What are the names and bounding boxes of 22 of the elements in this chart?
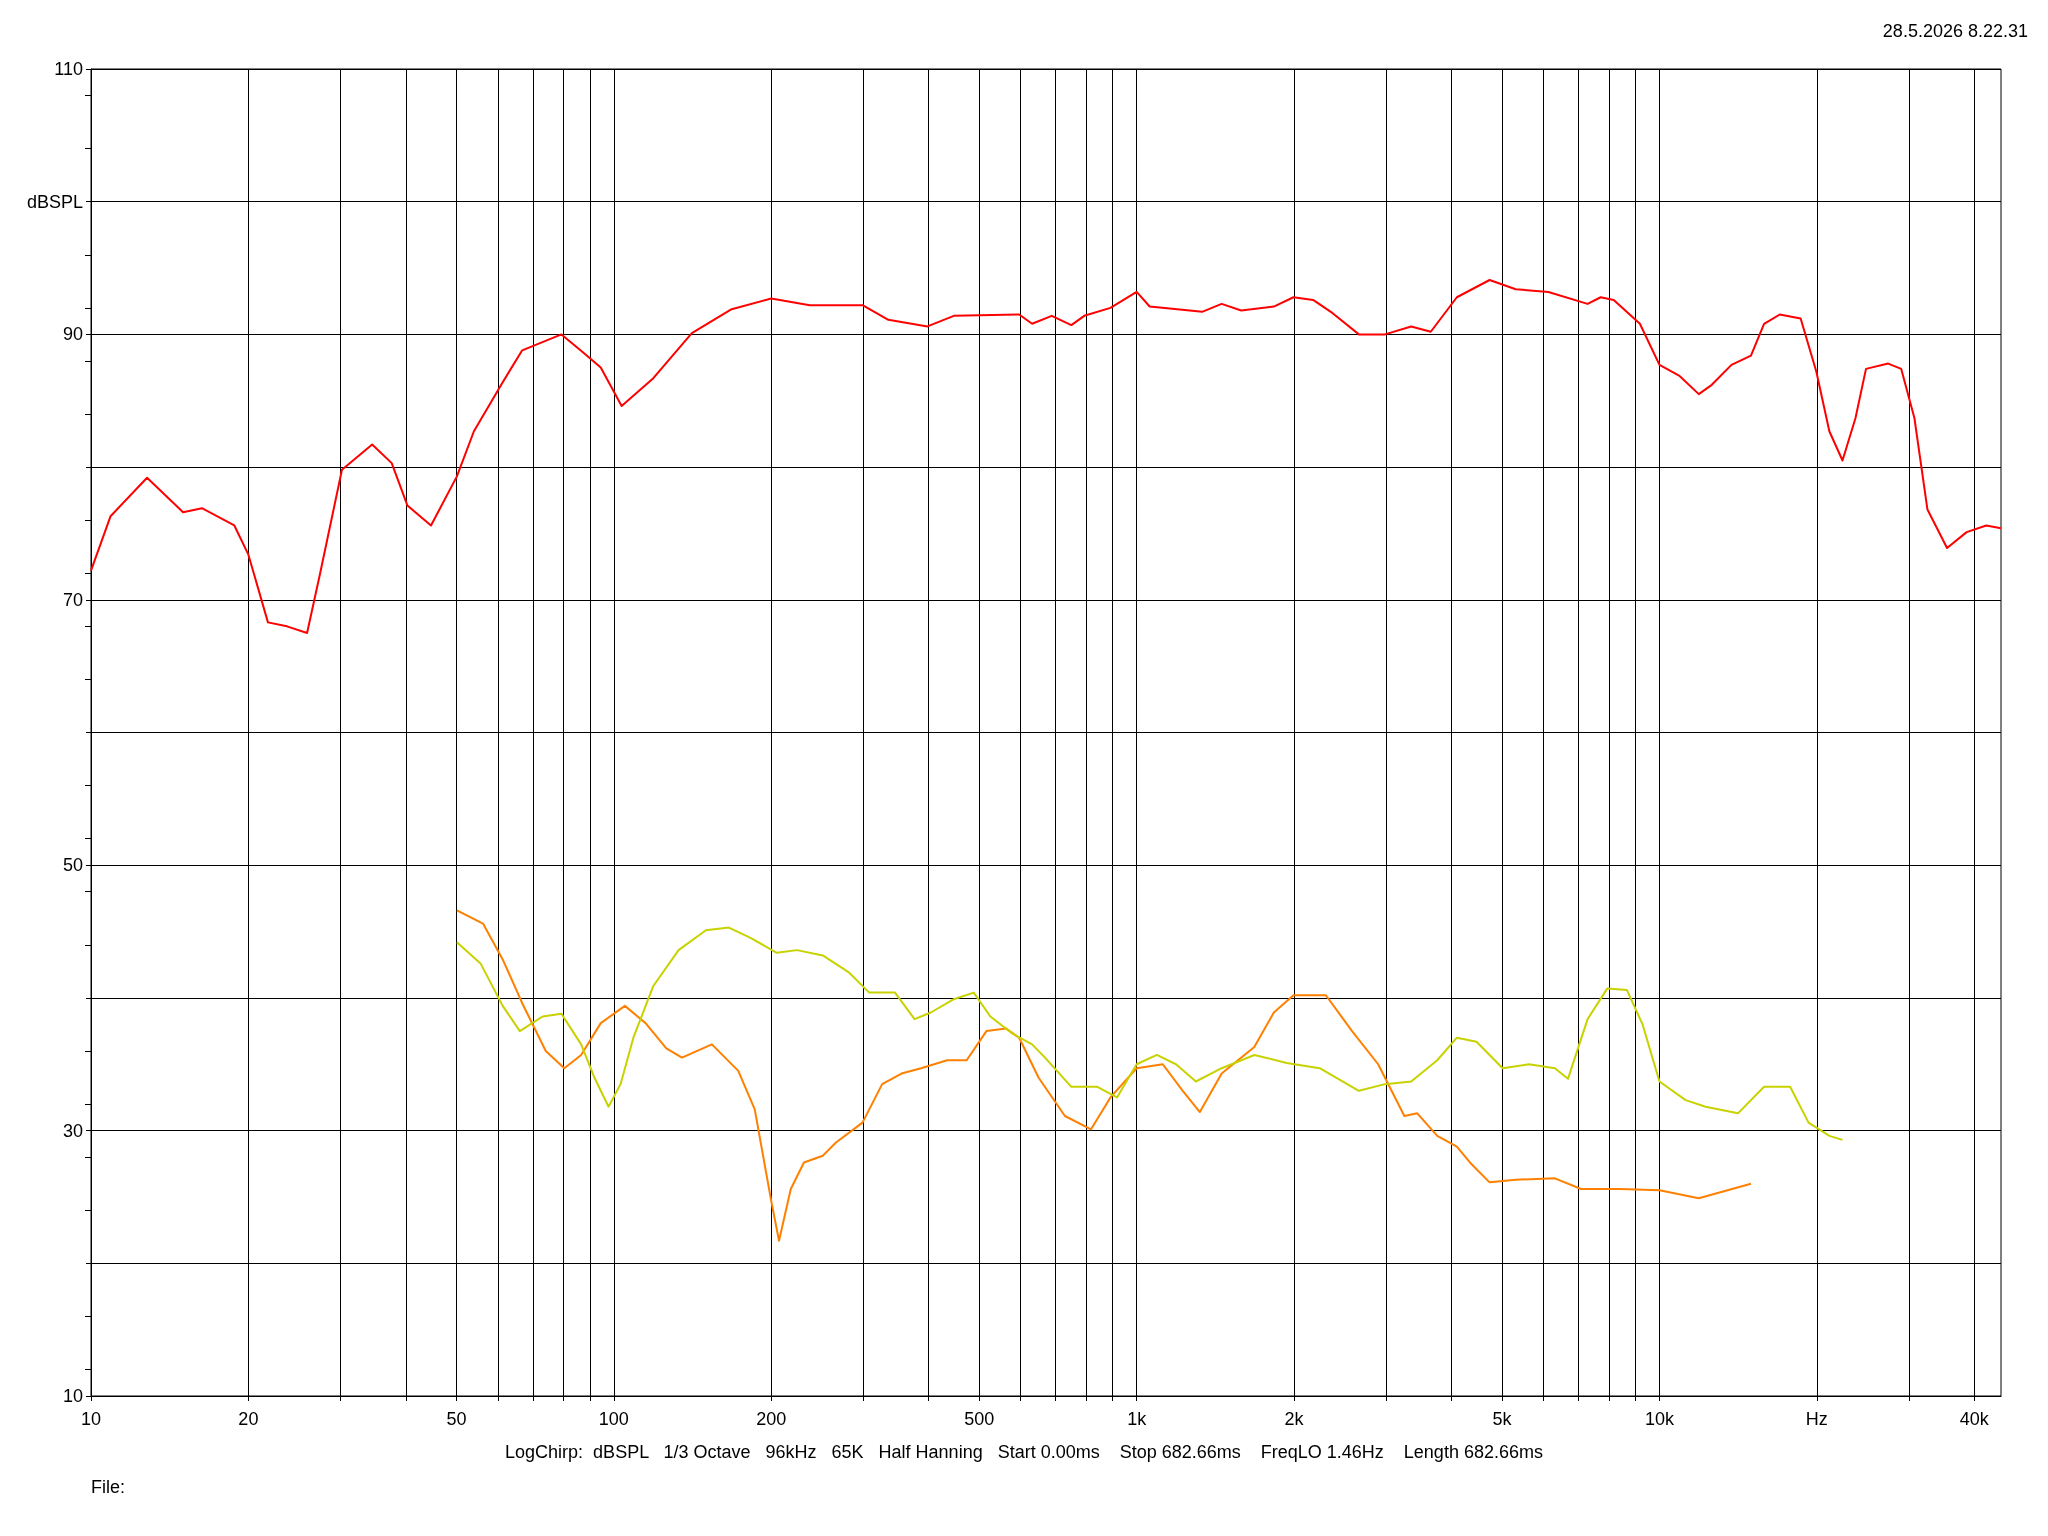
x-tick-label: 10k <box>1644 1409 1675 1429</box>
y-tick-label: 90 <box>62 324 83 345</box>
x-tick-label: 20 <box>238 1409 259 1429</box>
y-tick-label: 50 <box>62 855 83 876</box>
x-tick-label: 1k <box>1127 1409 1148 1429</box>
text: File: <box>91 1477 126 1497</box>
x-tick-label: 10 <box>80 1409 102 1429</box>
x-tick-label: 5k <box>1492 1409 1513 1429</box>
text: LogChirp: dBSPL 1/3 Octave 96kHz 65K Half Hanning Start 0.00ms Stop 682.66ms FreqLO 1.46Hz Length 682.66ms <box>505 1442 1543 1462</box>
y-tick-label: 70 <box>62 589 83 610</box>
y-tick-label: 110 <box>54 59 83 79</box>
text: 28.5.2026 8.22.31 <box>1882 21 2028 41</box>
x-tick-label: 500 <box>964 1409 995 1429</box>
y-tick-label: dBSPL <box>26 191 83 212</box>
x-tick-label: 100 <box>598 1409 629 1429</box>
x-tick-label: 200 <box>756 1409 787 1429</box>
y-tick-label: 30 <box>62 1120 83 1141</box>
y-tick-label: 10 <box>62 1386 83 1406</box>
x-tick-label: 50 <box>446 1409 467 1429</box>
x-tick-label: Hz <box>1805 1409 1828 1429</box>
x-tick-label: 2k <box>1284 1409 1305 1429</box>
x-tick-label: 40k <box>1959 1409 1990 1429</box>
